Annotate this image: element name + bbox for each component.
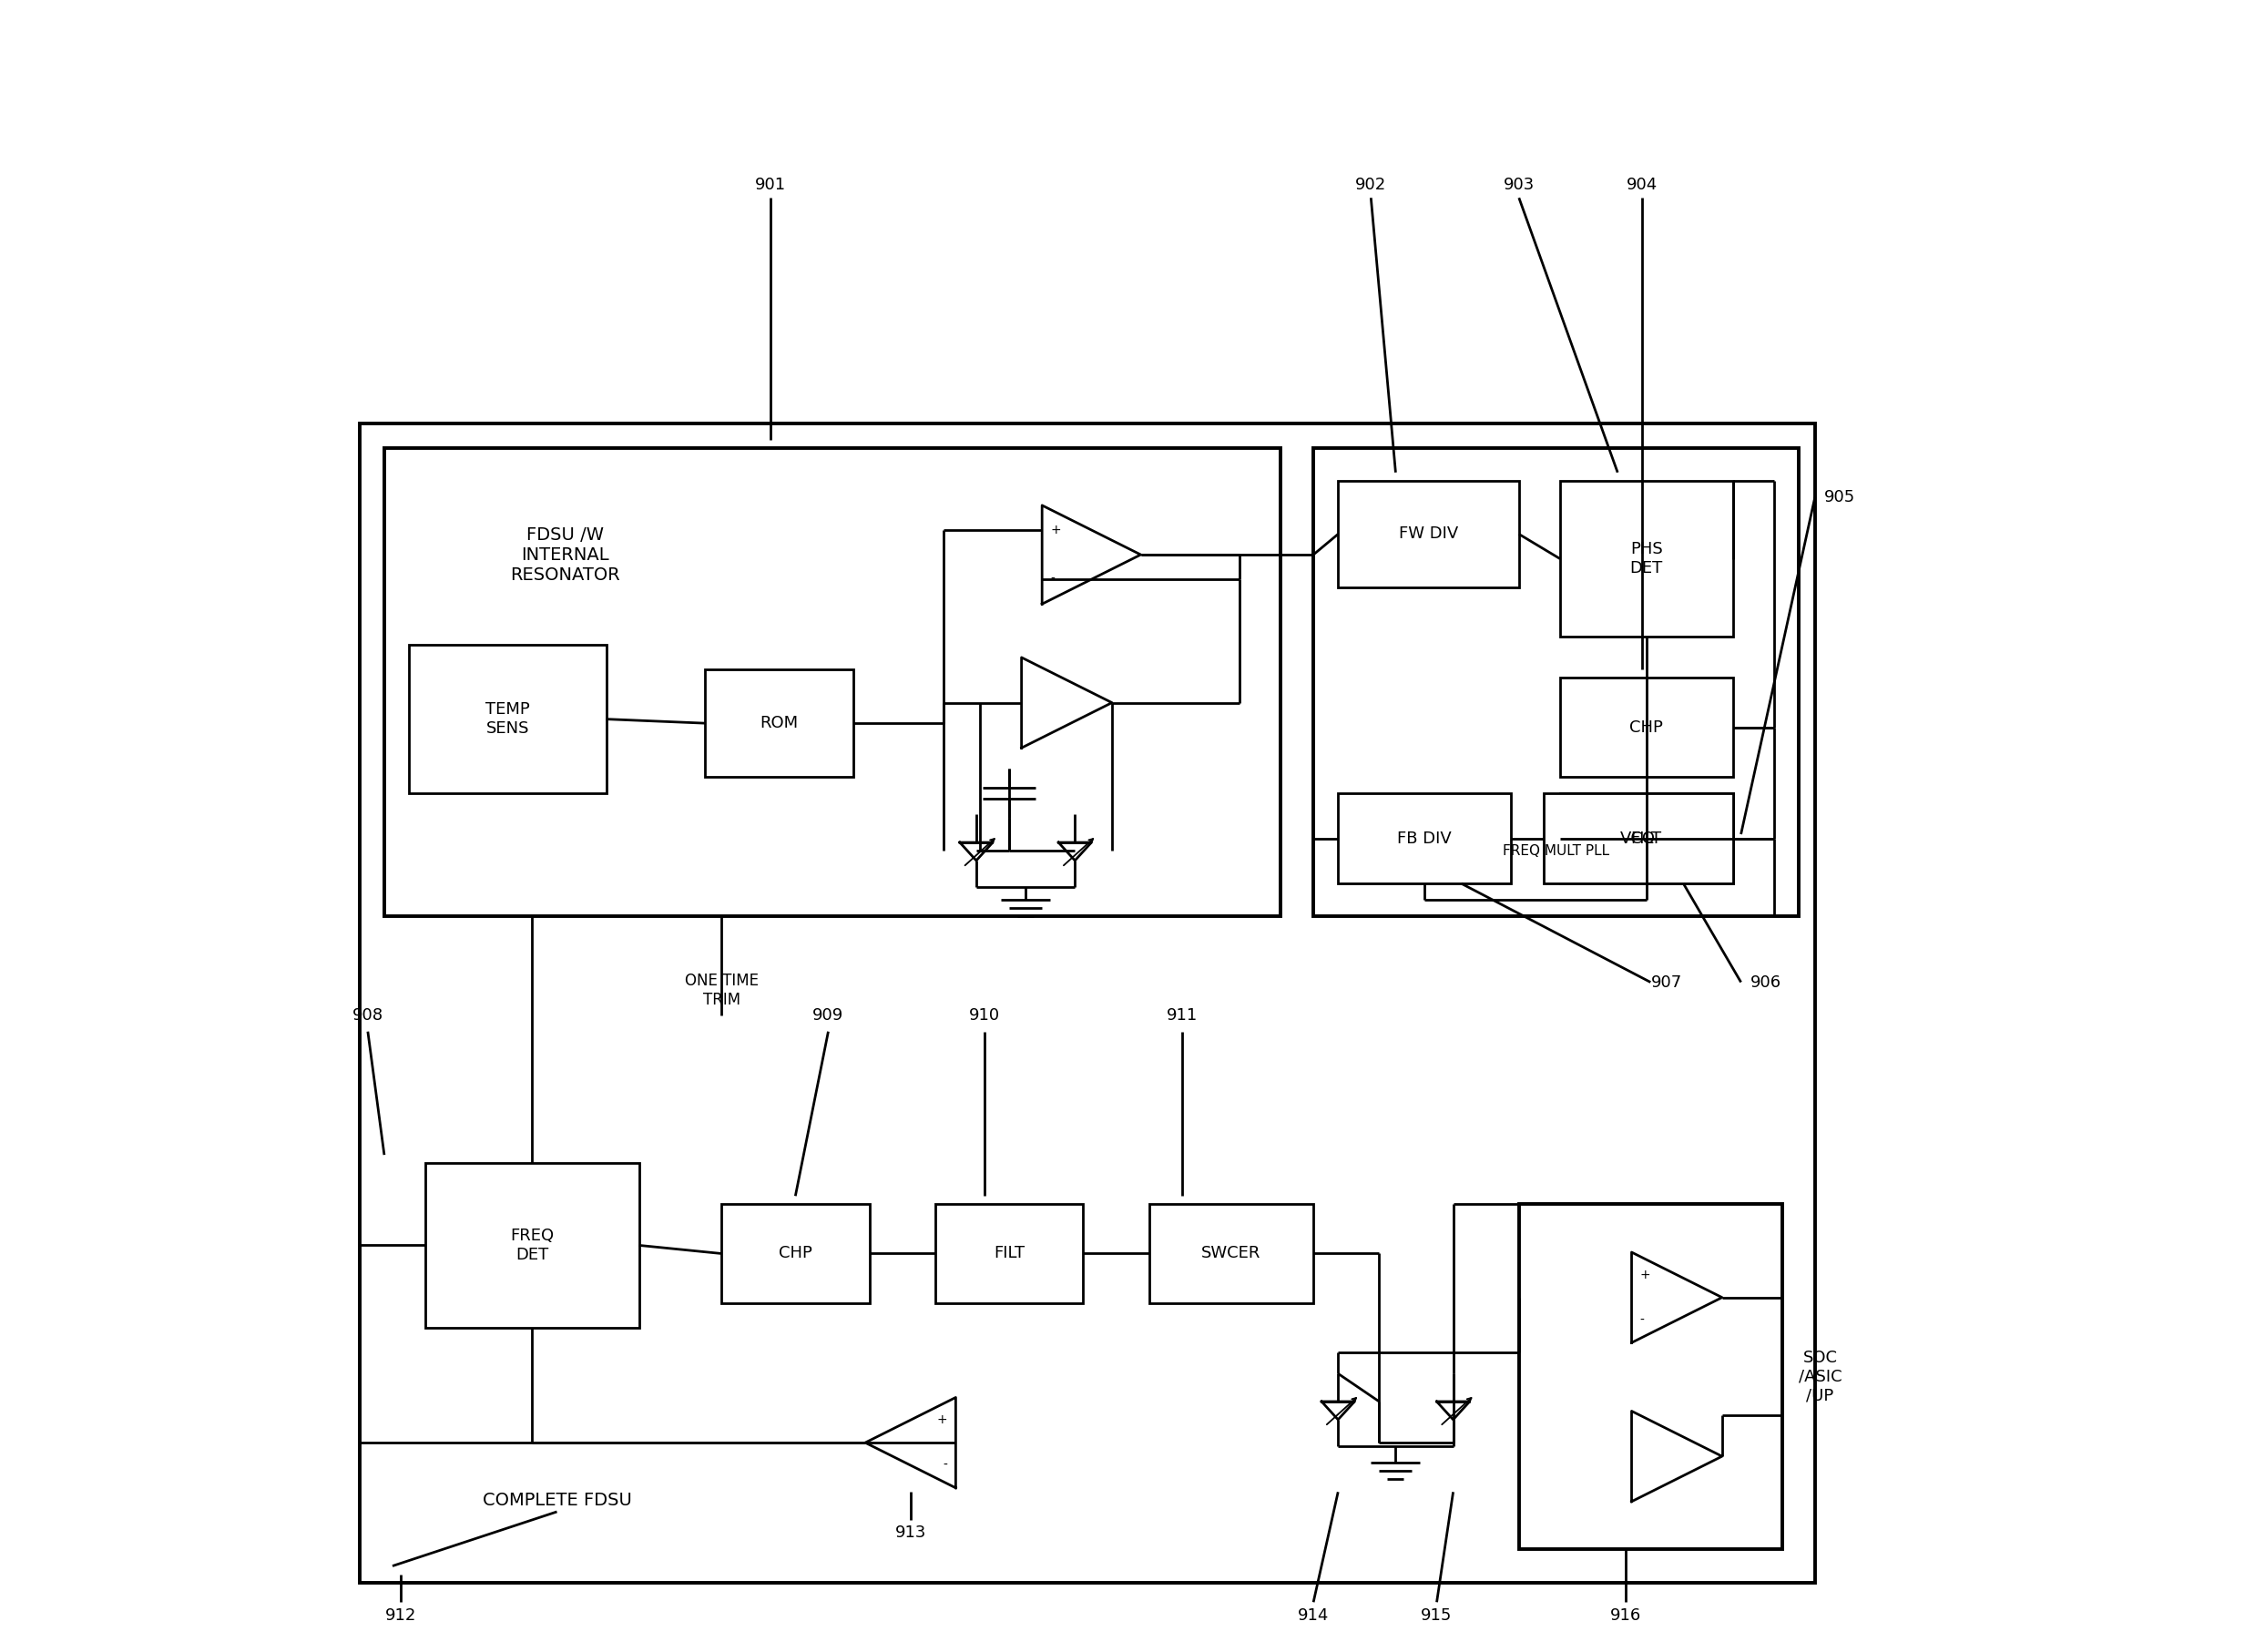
Text: FB DIV: FB DIV: [1398, 831, 1452, 846]
Bar: [1561, 677, 1733, 776]
Text: 915: 915: [1420, 1607, 1452, 1624]
Text: CHP: CHP: [779, 1246, 813, 1262]
Text: ONE TIME
TRIM: ONE TIME TRIM: [684, 973, 759, 1008]
Bar: [360, 423, 1814, 1583]
Text: -: -: [1640, 1313, 1644, 1327]
Text: 908: 908: [353, 1008, 383, 1023]
Text: 904: 904: [1626, 177, 1658, 193]
Text: 903: 903: [1504, 177, 1536, 193]
Bar: [1545, 793, 1733, 884]
Text: FILT: FILT: [1631, 831, 1663, 846]
Text: 914: 914: [1298, 1607, 1330, 1624]
Text: 907: 907: [1651, 975, 1683, 991]
Text: 911: 911: [1166, 1008, 1198, 1023]
Text: FDSU /W
INTERNAL
RESONATOR: FDSU /W INTERNAL RESONATOR: [510, 525, 621, 583]
Bar: [1339, 481, 1520, 588]
Bar: [385, 448, 1280, 917]
Text: ROM: ROM: [759, 715, 797, 732]
Text: 913: 913: [895, 1525, 926, 1541]
Text: TEMP
SENS: TEMP SENS: [485, 702, 530, 737]
Text: FILT: FILT: [994, 1246, 1024, 1262]
Text: -: -: [942, 1459, 947, 1472]
Text: FREQ
DET: FREQ DET: [510, 1227, 555, 1264]
Bar: [1561, 481, 1733, 638]
Text: 901: 901: [754, 177, 786, 193]
Bar: [704, 669, 854, 776]
Text: 909: 909: [813, 1008, 845, 1023]
Bar: [1148, 1204, 1314, 1303]
Text: SWCER: SWCER: [1200, 1246, 1262, 1262]
Text: COMPLETE FDSU: COMPLETE FDSU: [482, 1492, 632, 1508]
Bar: [1561, 793, 1733, 884]
Text: +: +: [938, 1414, 947, 1426]
Text: FW DIV: FW DIV: [1400, 525, 1459, 542]
Text: 902: 902: [1354, 177, 1386, 193]
Bar: [1339, 793, 1511, 884]
Text: 912: 912: [385, 1607, 417, 1624]
Text: +: +: [1051, 524, 1060, 537]
Bar: [935, 1204, 1083, 1303]
Text: PHS
DET: PHS DET: [1631, 542, 1663, 577]
Bar: [1520, 1204, 1783, 1550]
Bar: [426, 1163, 639, 1328]
Text: 905: 905: [1823, 489, 1855, 506]
Text: 910: 910: [969, 1008, 1001, 1023]
Text: 906: 906: [1751, 975, 1780, 991]
Text: +: +: [1640, 1269, 1651, 1282]
Text: 916: 916: [1610, 1607, 1642, 1624]
Text: VCO: VCO: [1619, 831, 1656, 846]
Bar: [720, 1204, 870, 1303]
Bar: [410, 646, 607, 793]
Text: -: -: [1051, 573, 1055, 586]
Text: FREQ MULT PLL: FREQ MULT PLL: [1502, 844, 1610, 857]
Bar: [1314, 448, 1798, 917]
Text: SOC
/ASIC
/UP: SOC /ASIC /UP: [1798, 1350, 1841, 1404]
Text: CHP: CHP: [1629, 719, 1663, 735]
